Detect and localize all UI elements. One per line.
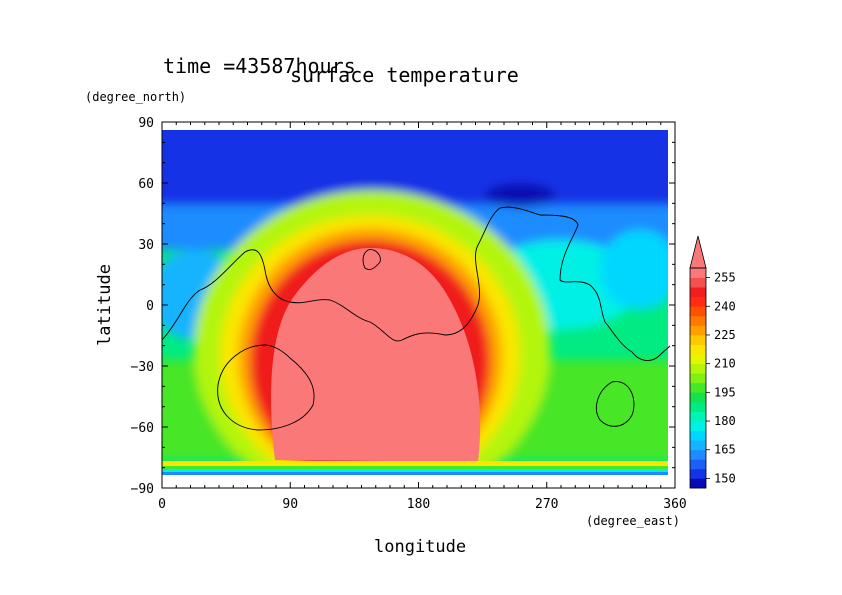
x-tick-label: 180 [407, 497, 430, 512]
colorbar-segment [690, 373, 706, 384]
band-south-polar-yellow [162, 461, 668, 467]
x-tick-label: 0 [158, 497, 166, 512]
colorbar-segment [690, 287, 706, 298]
axis-ticks [161, 121, 676, 489]
colorbar-segment [690, 411, 706, 422]
dome-hot-core [271, 248, 481, 462]
coastline-small-island [362, 249, 381, 271]
band-south-polar-green [162, 466, 668, 469]
band-north-cold [162, 130, 668, 210]
colorbar-tick-label: 195 [714, 385, 736, 399]
y-tick-label: −30 [131, 360, 154, 375]
colorbar-segment [690, 315, 706, 326]
colorbar-segment [690, 459, 706, 470]
colorbar-segment [690, 277, 706, 288]
time-label: time =43587hours [163, 54, 356, 78]
colorbar-tick-label: 240 [714, 299, 736, 313]
colorbar-segment [690, 268, 706, 278]
band-south-polar-blue [162, 472, 668, 475]
y-tick-label: 30 [138, 238, 154, 253]
colorbar-segment [690, 344, 706, 355]
colorbar-segment [690, 478, 706, 489]
colorbar-segment [690, 334, 706, 345]
colorbar-segment [690, 325, 706, 336]
y-tick-labels: 90 60 30 0 −30 −60 −90 [131, 116, 154, 497]
colorbar-frame [689, 267, 707, 489]
y-tick-label: −60 [131, 421, 154, 436]
colorbar-segment [690, 401, 706, 412]
y-axis-title: latitude [95, 264, 115, 346]
colorbar-tick-label: 210 [714, 357, 736, 371]
colorbar-segment [690, 440, 706, 451]
band-south-polar-cyan [162, 469, 668, 472]
heatmap-field [162, 130, 668, 475]
x-tick-labels: 0 90 180 270 360 [158, 497, 687, 512]
y-unit-label: (degree_north) [85, 90, 186, 104]
x-tick-label: 270 [535, 497, 558, 512]
y-tick-label: −90 [131, 482, 154, 497]
coastline-south-east-island [596, 381, 635, 427]
colorbar-segment [690, 449, 706, 460]
colorbar-tick-label: 165 [714, 443, 736, 457]
colorbar-tick-label: 225 [714, 328, 736, 342]
colorbar-tick-label: 180 [714, 414, 736, 428]
coastline-south-west-island [217, 344, 315, 431]
colorbar-segment [690, 354, 706, 365]
colorbar-segment [690, 468, 706, 479]
colorbar: 150 165 180 195 210 225 240 255 [689, 235, 736, 489]
x-tick-label: 360 [663, 497, 686, 512]
y-tick-label: 60 [138, 177, 154, 192]
colorbar-segment [690, 392, 706, 403]
x-unit-label: (degree_east) [586, 514, 680, 528]
colorbar-segment [690, 306, 706, 317]
chart-title: surface temperature [290, 63, 519, 87]
continent-contours [161, 206, 671, 431]
coastline-main [161, 206, 671, 362]
colorbar-segment [690, 430, 706, 441]
x-axis-title: longitude [374, 537, 466, 557]
colorbar-tick-label: 255 [714, 271, 736, 285]
patch-cyan-far-east [600, 230, 668, 310]
colorbar-segment [690, 382, 706, 393]
y-tick-label: 90 [138, 116, 154, 131]
x-tick-label: 90 [282, 497, 298, 512]
y-tick-label: 0 [146, 299, 154, 314]
patch-blue-north-east [485, 183, 555, 207]
colorbar-segment [690, 363, 706, 374]
colorbar-segment [690, 296, 706, 307]
colorbar-tick-label: 150 [714, 471, 736, 485]
colorbar-extend-arrow [689, 235, 707, 269]
colorbar-segment [690, 421, 706, 432]
